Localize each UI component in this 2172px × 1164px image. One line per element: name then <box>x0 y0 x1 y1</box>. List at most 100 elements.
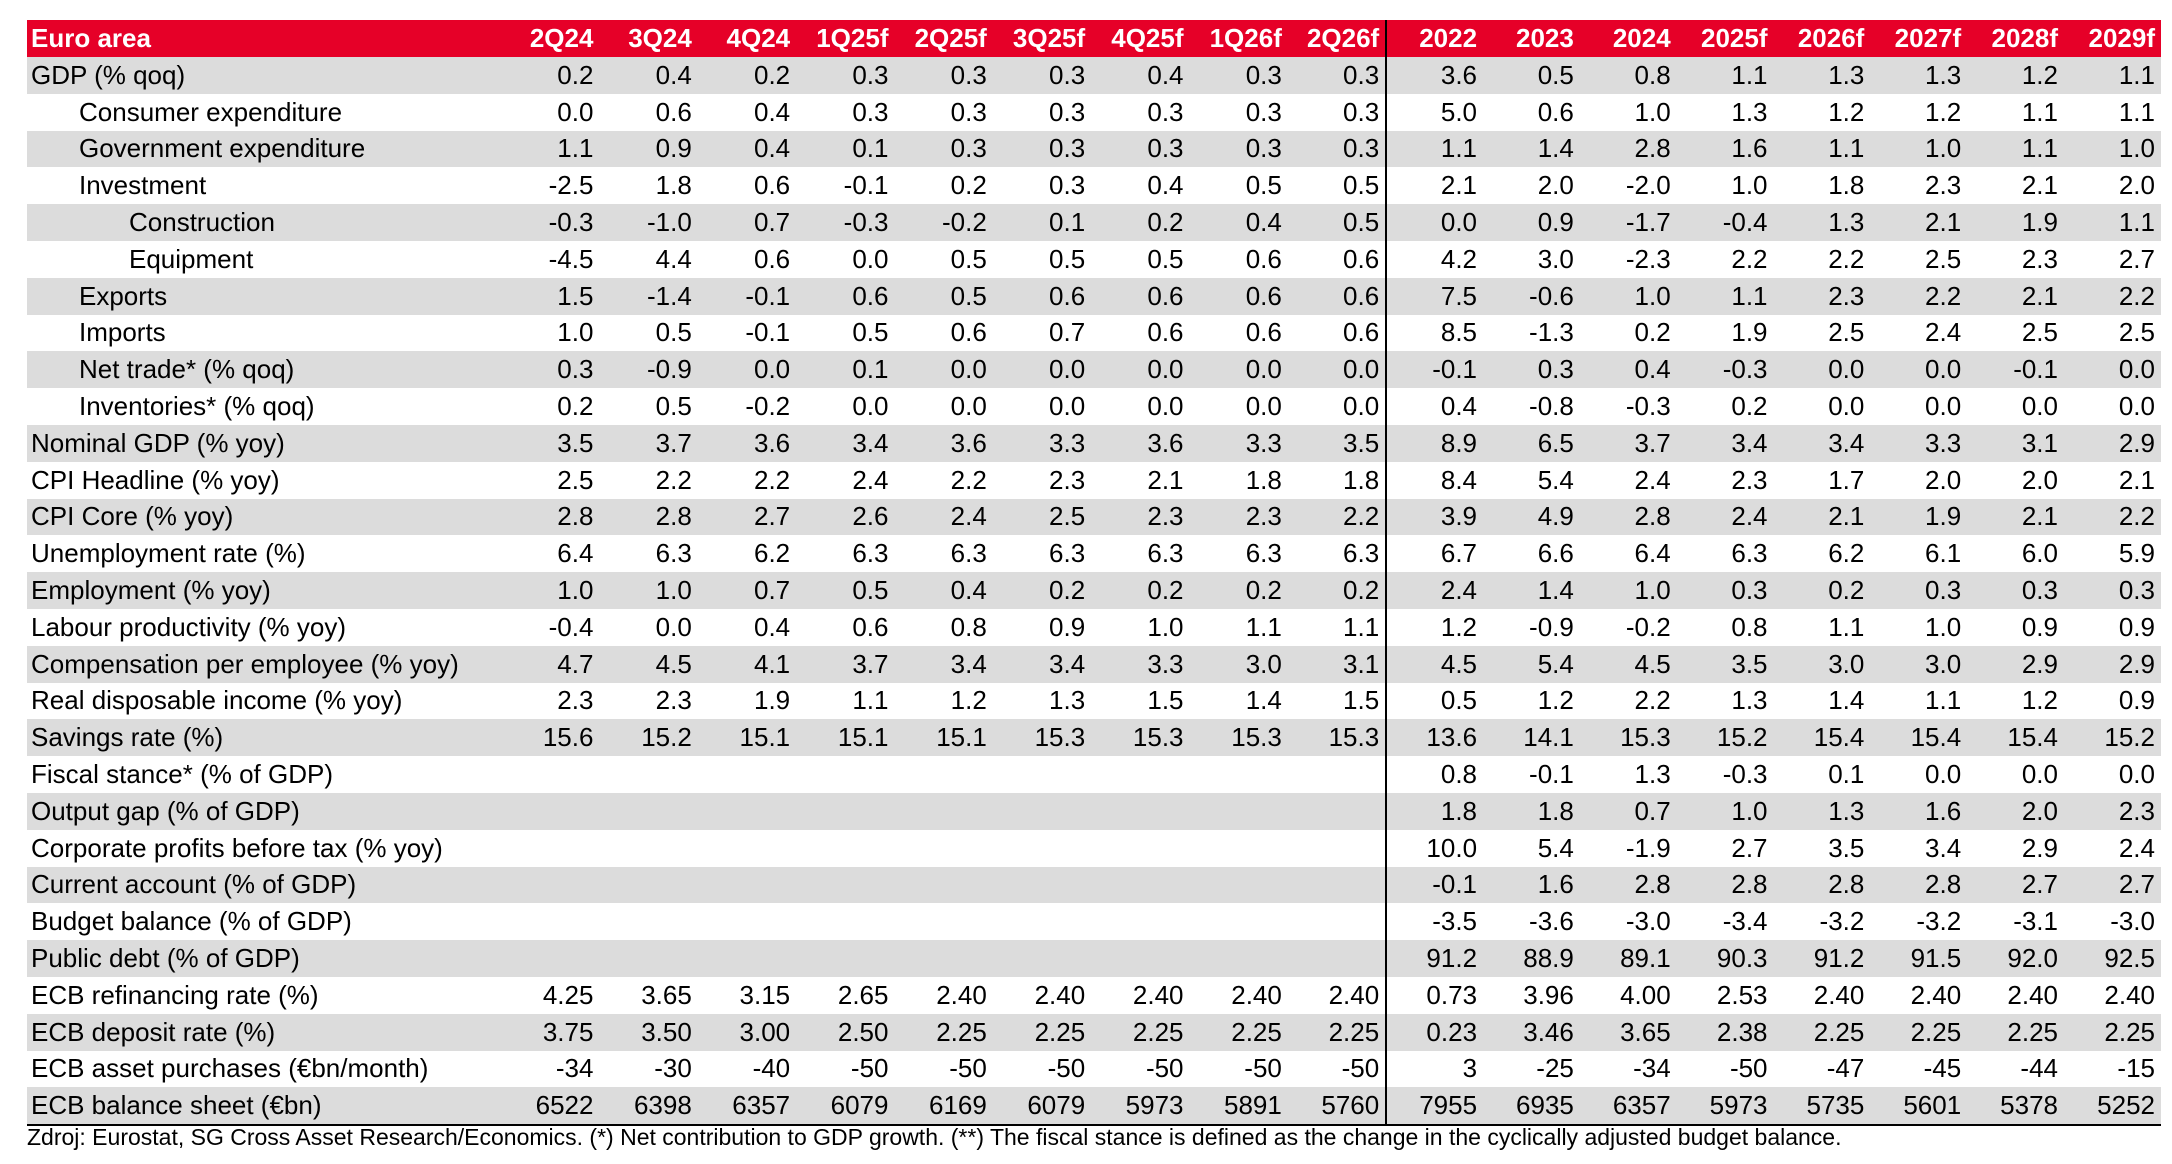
quarter-value: 0.3 <box>950 96 987 127</box>
year-header: 2027f <box>1870 20 1968 57</box>
quarter-value: 6.3 <box>852 538 889 569</box>
quarter-header: 1Q25f <box>796 20 895 57</box>
year-value: 1.1 <box>2118 96 2155 127</box>
year-value: 5601 <box>1870 1087 1968 1127</box>
quarter-value: 0.6 <box>950 317 987 348</box>
table-row: Unemployment rate (%) 6.4 6.3 6.2 6.3 6.3 6.3 6… <box>27 535 2161 573</box>
year-value: 2.3 <box>2021 243 2058 274</box>
year-value: 15.2 <box>1676 719 1774 757</box>
year-header: 2028f <box>1967 20 2064 57</box>
quarter-value: 3.7 <box>796 645 895 683</box>
quarter-value: 0.4 <box>1147 170 1184 201</box>
row-label: Current account (% of GDP) <box>27 866 502 904</box>
quarter-value: 0.6 <box>1343 243 1380 274</box>
quarter-value: 0.0 <box>697 351 797 389</box>
year-value: -1.9 <box>1625 832 1671 863</box>
year-value: -0.8 <box>1529 391 1574 422</box>
year-value: 2.0 <box>2118 170 2155 201</box>
quarter-value: 1.1 <box>1245 611 1282 642</box>
year-value: 2.2 <box>1731 243 1768 274</box>
euro-area-forecast-table: Euro area 2Q24 3Q24 4Q24 1Q25f 2Q25f 3Q25f 4Q2… <box>27 20 2161 1127</box>
year-value: 0.7 <box>1579 792 1677 830</box>
quarter-value <box>1091 792 1190 830</box>
year-value: 2.9 <box>2021 832 2058 863</box>
quarter-value <box>992 940 1092 977</box>
year-value: 2.2 <box>2064 498 2161 536</box>
quarter-value: 0.3 <box>501 351 600 389</box>
table-row: Construction -0.3 -1.0 0.7 -0.3 -0.2 0.1 0.2 0.4… <box>27 204 2161 241</box>
quarter-value: 0.0 <box>1091 351 1190 389</box>
year-value: 2.8 <box>1579 866 1677 904</box>
year-value: 1.1 <box>1676 57 1774 94</box>
year-value: 2.2 <box>1634 685 1671 716</box>
quarter-value: 0.6 <box>1147 317 1184 348</box>
quarter-value <box>599 830 697 867</box>
table-row: Savings rate (%) 15.6 15.2 15.1 15.1 15.1 15.3… <box>27 719 2161 757</box>
year-value: 1.0 <box>1925 611 1962 642</box>
row-label: Nominal GDP (% yoy) <box>27 424 502 462</box>
year-value: -2.0 <box>1625 170 1671 201</box>
year-value: 0.4 <box>1579 351 1677 389</box>
quarter-value: 0.2 <box>557 391 594 422</box>
table-title: Euro area <box>27 20 502 57</box>
row-label: Imports <box>79 317 166 348</box>
quarter-value: 1.8 <box>655 170 692 201</box>
quarter-value: -34 <box>555 1053 594 1084</box>
quarter-value: 2.4 <box>852 464 889 495</box>
row-label: Government expenditure <box>27 130 502 168</box>
year-value: 1.1 <box>2021 96 2058 127</box>
quarter-value: 2.5 <box>992 498 1092 536</box>
year-value: 2.1 <box>2118 464 2155 495</box>
quarter-value: 3.6 <box>697 424 797 462</box>
quarter-value: 0.3 <box>1049 170 1086 201</box>
year-value: -50 <box>1729 1053 1768 1084</box>
year-value: 0.4 <box>1385 388 1484 425</box>
year-value: 1.7 <box>1828 464 1865 495</box>
year-value: 3.46 <box>1483 1013 1580 1051</box>
quarter-value: 0.0 <box>894 351 993 389</box>
year-value: 0.6 <box>1537 96 1574 127</box>
year-header: 2026f <box>1773 20 1871 57</box>
quarter-value: 15.3 <box>992 719 1092 757</box>
quarter-value: 0.4 <box>599 57 698 94</box>
year-value: 1.6 <box>1870 792 1968 830</box>
year-value: -3.2 <box>1916 906 1962 937</box>
quarter-value: 3.4 <box>796 424 895 462</box>
quarter-header: 4Q25f <box>1091 20 1190 57</box>
quarter-value <box>599 756 697 793</box>
quarter-value: 6079 <box>992 1087 1092 1127</box>
quarter-value <box>501 866 600 904</box>
year-value: -0.1 <box>1385 351 1484 389</box>
year-value: 7955 <box>1385 1087 1484 1127</box>
year-value: 1.2 <box>1967 57 2064 94</box>
year-value: 2.25 <box>2064 1013 2161 1051</box>
row-label: Fiscal stance* (% of GDP) <box>31 759 333 790</box>
quarter-value: 6.3 <box>1049 538 1086 569</box>
year-value: 2.25 <box>1967 1013 2064 1051</box>
quarter-value <box>599 940 698 977</box>
quarter-value <box>1287 940 1387 977</box>
quarter-value: 15.6 <box>501 719 600 757</box>
year-value: -0.3 <box>1722 759 1768 790</box>
year-value: 2.40 <box>1910 979 1962 1010</box>
year-value: -3.6 <box>1529 906 1574 937</box>
quarter-value: 2.50 <box>796 1013 895 1051</box>
year-value: -0.1 <box>1967 351 2064 389</box>
quarter-value: 5973 <box>1091 1087 1190 1127</box>
year-value: 0.0 <box>1828 391 1865 422</box>
quarter-value: 2.3 <box>1091 498 1190 536</box>
header-row: Euro area 2Q24 3Q24 4Q24 1Q25f 2Q25f 3Q25f 4Q2… <box>27 20 2161 57</box>
quarter-value <box>697 792 797 830</box>
year-value: 4.00 <box>1620 979 1671 1010</box>
year-value: -3.0 <box>1625 906 1671 937</box>
year-header: 2029f <box>2064 20 2161 57</box>
quarter-value: 2.3 <box>557 685 594 716</box>
quarter-value: 0.3 <box>1287 130 1387 168</box>
year-value: 8.4 <box>1385 461 1484 499</box>
quarter-value: 0.3 <box>992 57 1092 94</box>
quarter-value: 0.1 <box>992 204 1092 241</box>
table-row: Budget balance (% of GDP) -3.5 -3.6 -3.0 -3.… <box>27 903 2161 941</box>
year-value: 6.2 <box>1828 538 1865 569</box>
quarter-value: 4.5 <box>599 645 698 683</box>
year-value: 3.4 <box>1925 832 1962 863</box>
